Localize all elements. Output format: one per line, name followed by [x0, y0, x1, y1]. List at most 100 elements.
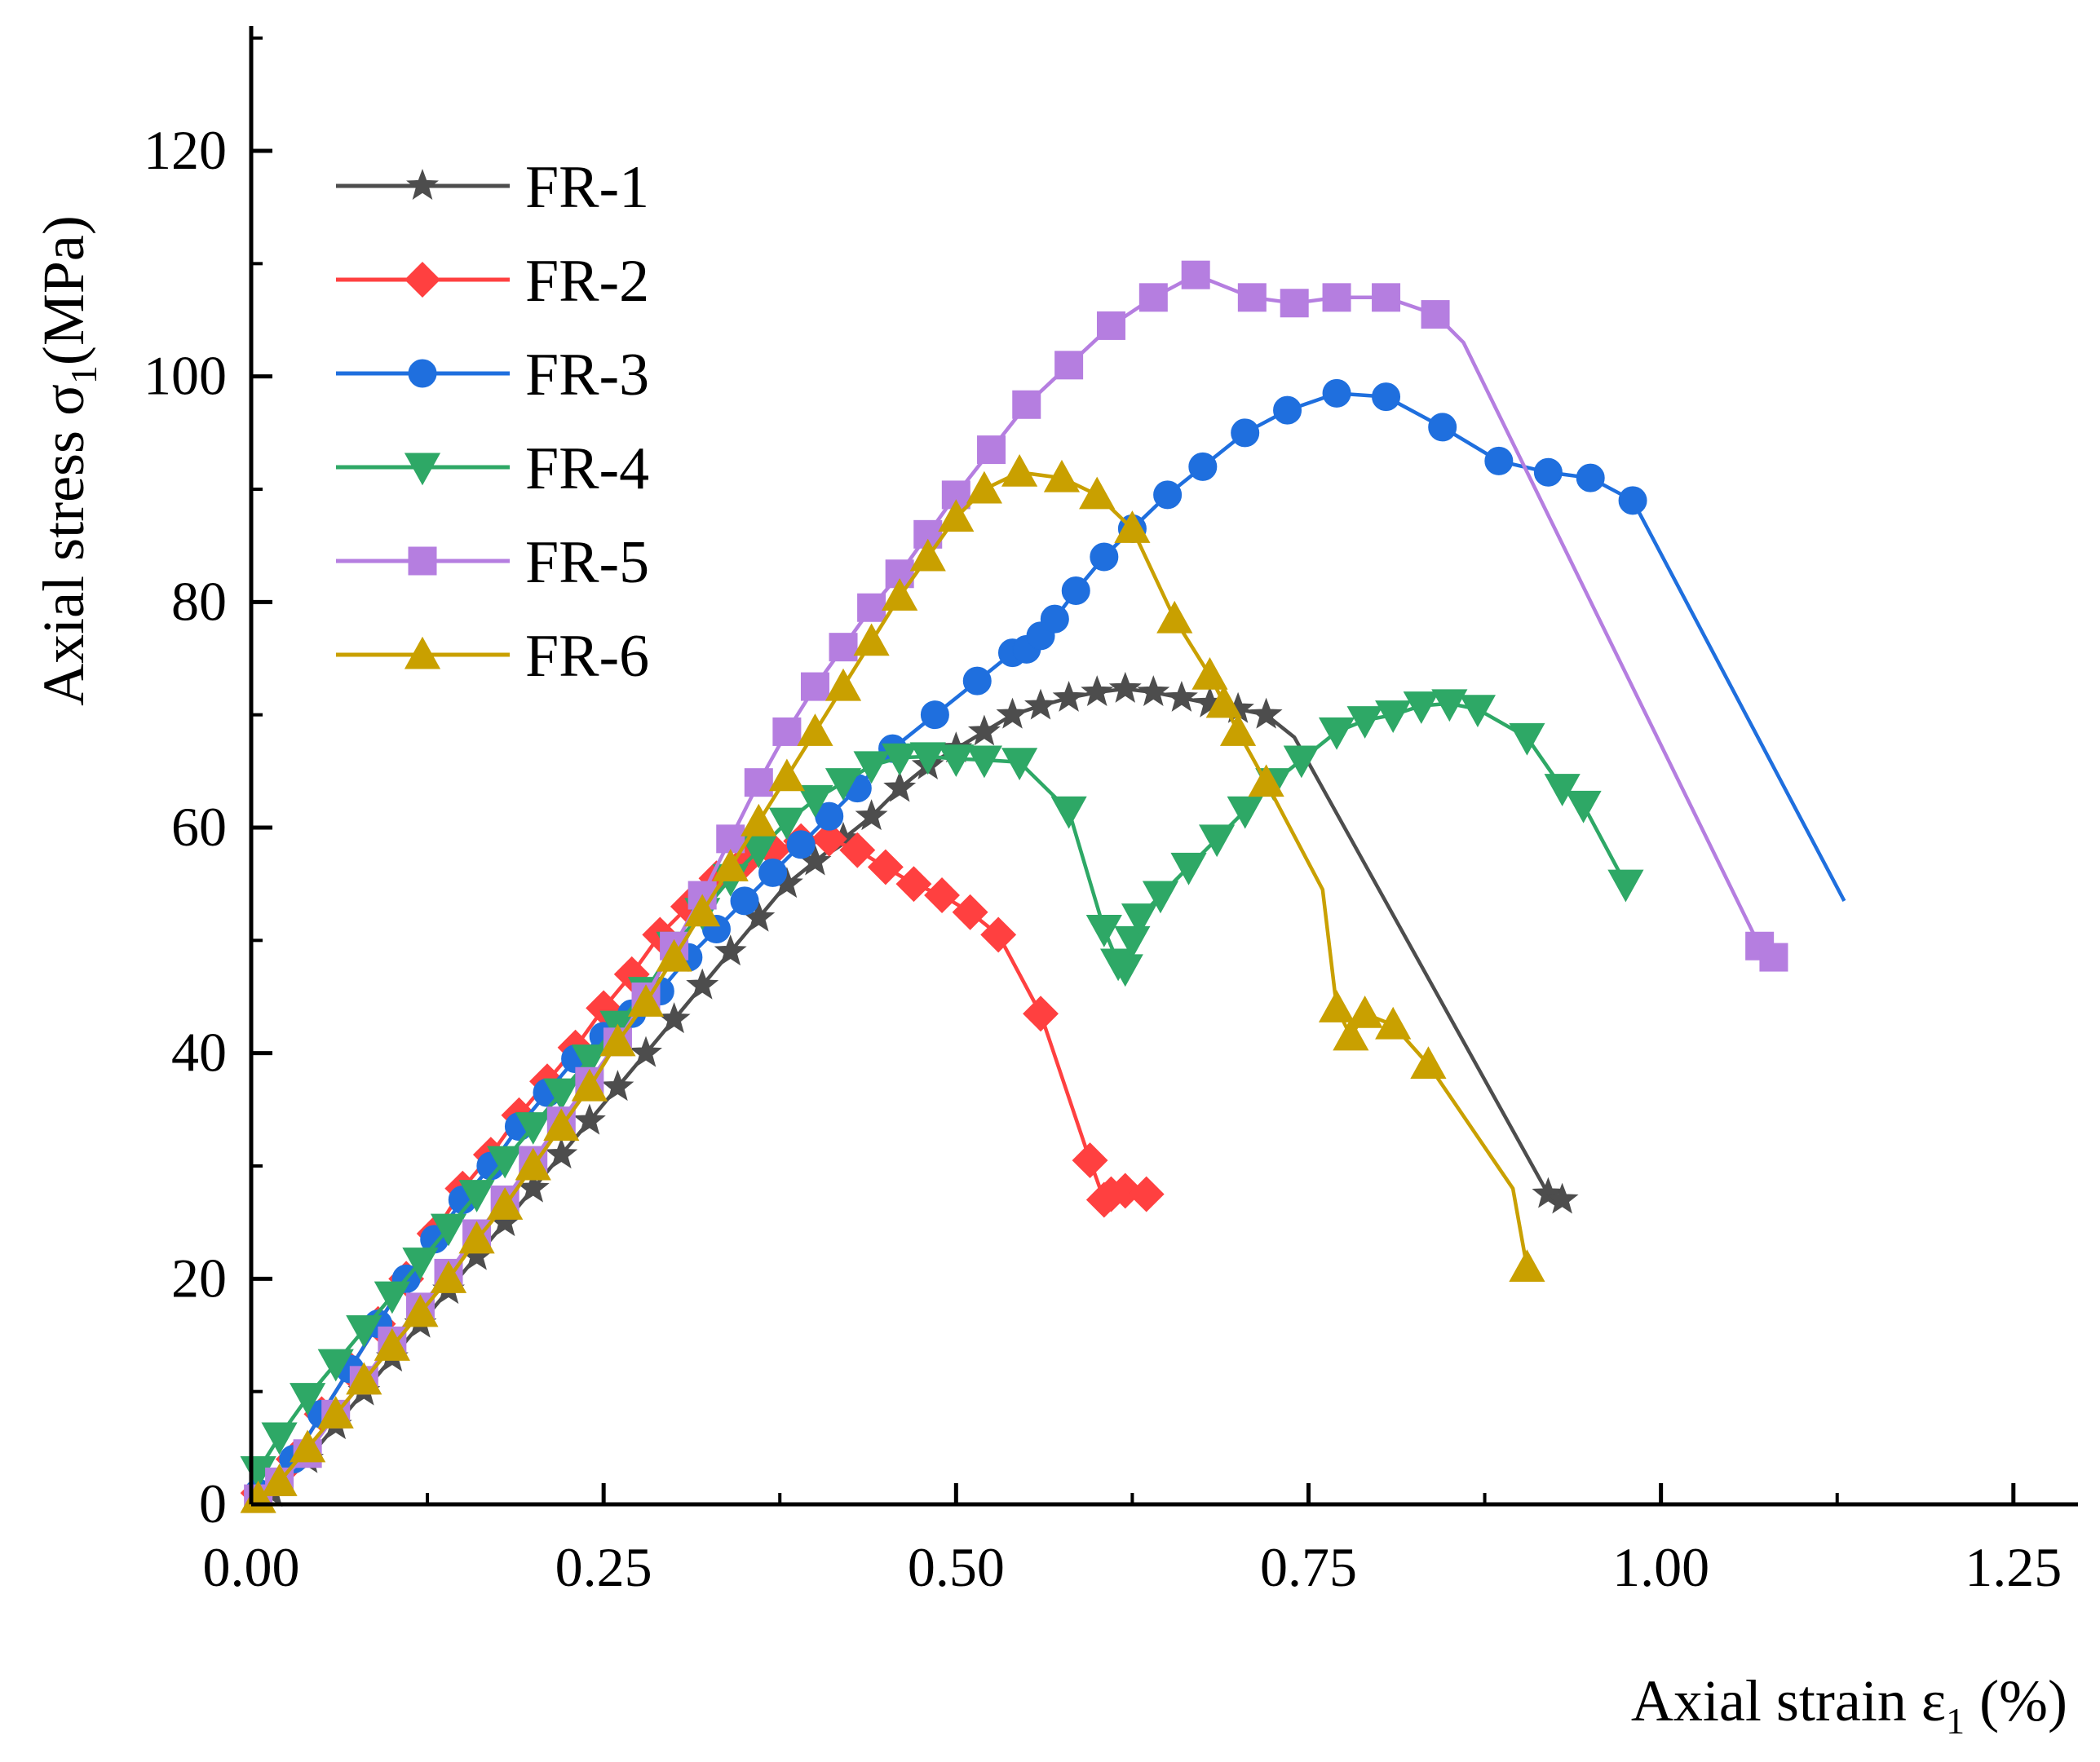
data-point-fr-1 [657, 1002, 691, 1034]
data-point-fr-4 [374, 1281, 410, 1314]
data-point-fr-5 [1322, 283, 1351, 312]
data-point-fr-4 [1085, 915, 1122, 947]
data-point-fr-4 [1346, 706, 1383, 739]
legend-item-fr-6: FR-6 [336, 623, 649, 690]
data-point-fr-6 [825, 668, 862, 701]
data-point-fr-3 [730, 886, 759, 916]
data-point-fr-5 [1280, 289, 1309, 318]
data-point-fr-2 [1072, 1142, 1108, 1179]
x-axis-title-main: Axial strain ε [1631, 1668, 1946, 1733]
y-tick-label: 80 [171, 570, 227, 632]
data-point-fr-5 [800, 672, 829, 701]
legend: FR-1 FR-2 FR-3 FR-4 FR-5 FR-6 [336, 154, 649, 690]
data-point-fr-3 [1231, 418, 1260, 448]
data-point-fr-1 [855, 799, 888, 831]
data-point-fr-6 [684, 894, 721, 927]
data-point-fr-1 [1081, 675, 1114, 706]
data-point-fr-6 [1410, 1046, 1447, 1079]
data-point-fr-3 [1576, 463, 1605, 492]
data-point-fr-4 [1001, 748, 1038, 781]
data-point-fr-2 [952, 894, 988, 930]
data-point-fr-4 [1283, 745, 1320, 779]
y-axis-title-suffix: (MPa) [31, 215, 96, 365]
data-point-fr-4 [768, 807, 805, 841]
legend-marker-fr-4 [404, 453, 441, 486]
series-layer [240, 260, 1846, 1513]
y-tick-label: 60 [171, 796, 227, 858]
x-axis-title: Axial strain ε1 (%) [1631, 1668, 2067, 1742]
data-point-fr-4 [1431, 689, 1468, 722]
data-point-fr-4 [1459, 695, 1497, 728]
data-point-fr-3 [1618, 486, 1647, 515]
data-point-fr-4 [1227, 796, 1263, 829]
legend-marker-fr-2 [405, 262, 440, 298]
data-point-fr-5 [857, 593, 886, 622]
y-tick-label: 40 [171, 1022, 227, 1084]
data-point-fr-5 [1181, 260, 1210, 289]
data-point-fr-6 [402, 1294, 439, 1327]
data-point-fr-1 [545, 1137, 578, 1169]
data-point-fr-5 [1012, 390, 1041, 419]
data-point-fr-1 [1532, 1177, 1565, 1208]
x-tick-label: 0.75 [1260, 1536, 1357, 1598]
legend-label: FR-1 [525, 154, 649, 221]
data-point-fr-6 [797, 713, 833, 746]
data-point-fr-1 [601, 1070, 634, 1102]
data-point-fr-6 [938, 499, 975, 532]
data-point-fr-3 [1273, 395, 1302, 425]
data-point-fr-4 [1509, 722, 1545, 756]
data-point-fr-6 [1156, 600, 1193, 634]
data-point-fr-6 [515, 1147, 551, 1181]
data-point-fr-3 [1153, 480, 1183, 510]
data-point-fr-3 [1372, 382, 1401, 412]
y-ticks: 0 20 40 60 80 100 120 [144, 36, 272, 1535]
data-point-fr-6 [1205, 685, 1242, 718]
data-point-fr-1 [1024, 688, 1057, 720]
data-point-fr-6 [909, 538, 946, 572]
data-point-fr-5 [716, 824, 745, 854]
data-point-fr-1 [714, 934, 747, 966]
y-tick-label: 0 [199, 1473, 227, 1535]
data-point-fr-6 [882, 578, 918, 611]
data-point-fr-1 [1545, 1182, 1579, 1214]
data-point-fr-6 [1191, 656, 1228, 690]
data-point-fr-6 [290, 1429, 326, 1463]
y-axis-title-main: Axial stress σ [31, 384, 96, 706]
data-point-fr-2 [895, 866, 932, 903]
data-point-fr-4 [1544, 774, 1581, 806]
data-point-fr-4 [458, 1180, 495, 1212]
data-point-fr-2 [811, 820, 847, 857]
y-tick-label: 100 [144, 345, 227, 407]
data-point-fr-6 [261, 1464, 298, 1496]
axes-layer [249, 26, 2078, 1507]
data-point-fr-1 [1249, 697, 1283, 729]
data-point-fr-4 [515, 1112, 551, 1145]
data-point-fr-3 [920, 700, 949, 730]
data-point-fr-4 [402, 1248, 439, 1280]
data-point-fr-3 [1428, 413, 1457, 442]
data-point-fr-6 [487, 1187, 524, 1220]
x-tick-label: 0.50 [908, 1536, 1005, 1598]
y-tick-label: 20 [171, 1247, 227, 1309]
data-point-fr-4 [317, 1349, 354, 1382]
data-point-fr-1 [883, 771, 917, 802]
data-point-fr-6 [1346, 995, 1383, 1028]
data-point-fr-4 [741, 836, 777, 868]
data-point-fr-6 [1248, 764, 1284, 797]
data-point-fr-4 [1142, 881, 1179, 914]
data-point-fr-4 [938, 744, 975, 777]
y-axis-title-subscript: 1 [63, 365, 104, 384]
x-ticks: 0.00 0.25 0.50 0.75 1.00 1.25 [203, 1483, 2062, 1598]
data-point-fr-3 [786, 830, 816, 859]
legend-item-fr-5: FR-5 [336, 529, 649, 596]
x-tick-label: 0.25 [555, 1536, 652, 1598]
data-point-fr-3 [1188, 452, 1218, 481]
data-point-fr-5 [1759, 943, 1788, 972]
data-point-fr-4 [909, 742, 946, 775]
data-point-fr-4 [1403, 691, 1439, 724]
data-point-fr-6 [1079, 476, 1116, 510]
data-point-fr-6 [1001, 453, 1038, 487]
legend-item-fr-2: FR-2 [336, 248, 649, 315]
